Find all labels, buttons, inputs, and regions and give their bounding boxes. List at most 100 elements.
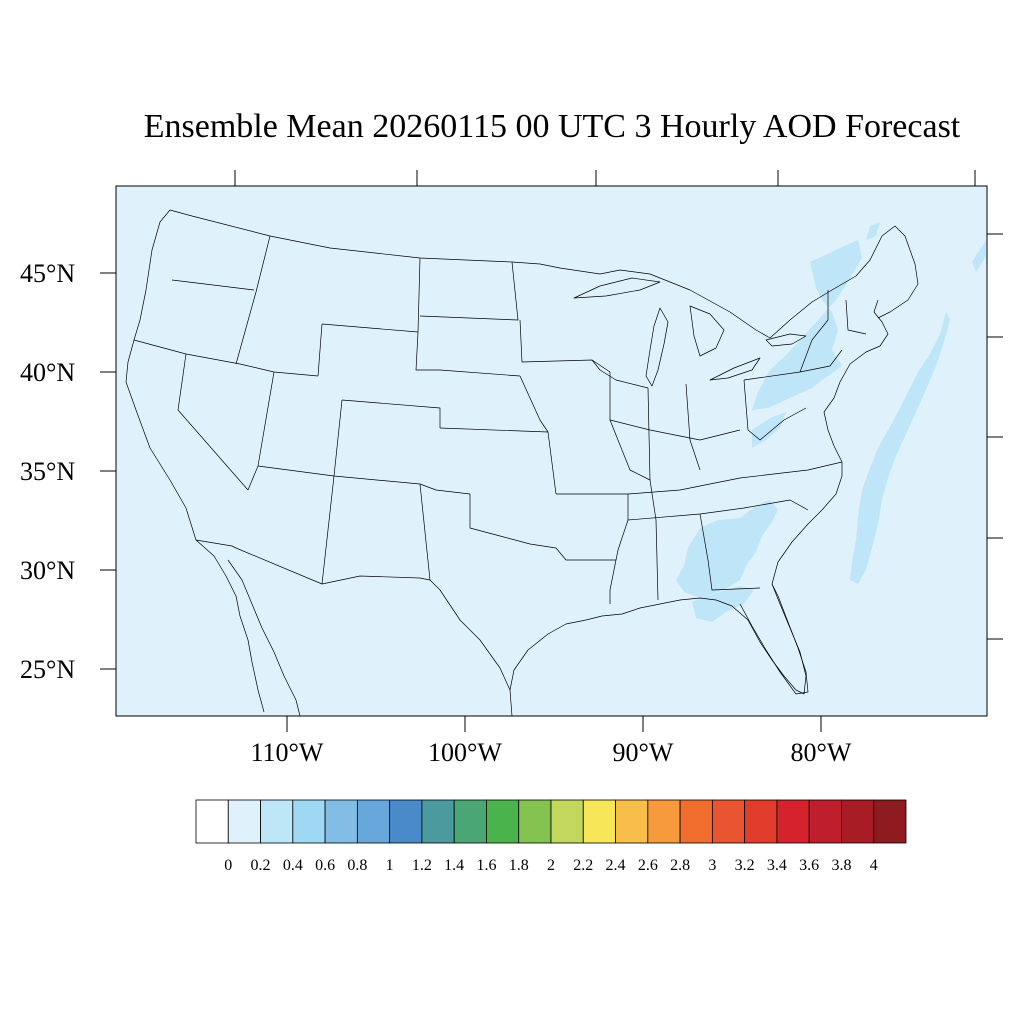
state-line bbox=[743, 349, 843, 381]
lon-label-100w: 100°W bbox=[428, 738, 502, 767]
lat-label-45: 45°N bbox=[20, 259, 75, 288]
lon-label-90w: 90°W bbox=[613, 738, 674, 767]
state-line bbox=[133, 339, 319, 377]
state-line bbox=[799, 290, 829, 373]
lake-huron bbox=[689, 305, 725, 357]
colorbar-tick-label: 3.8 bbox=[831, 857, 851, 874]
colorbar-tick-label: 2.4 bbox=[606, 857, 626, 874]
colorbar-tick-label: 0.6 bbox=[315, 857, 335, 874]
colorbar-tick-label: 2.2 bbox=[573, 857, 593, 874]
plume-maine bbox=[866, 222, 880, 240]
lat-label-40: 40°N bbox=[20, 358, 75, 387]
colorbar-swatch bbox=[356, 799, 391, 844]
east-coast bbox=[771, 299, 889, 585]
colorbar-swatch bbox=[711, 799, 746, 844]
colorbar-tick-label: 3.6 bbox=[799, 857, 819, 874]
colorbar-swatch bbox=[615, 799, 649, 844]
colorbar-swatch bbox=[324, 799, 358, 844]
colorbar-tick-label: 1 bbox=[386, 857, 394, 874]
state-line bbox=[743, 379, 807, 441]
colorbar-tick-label: 2 bbox=[547, 857, 555, 874]
colorbar-tick-label: 3 bbox=[708, 857, 716, 874]
state-line bbox=[415, 331, 521, 377]
state-boundaries bbox=[125, 209, 919, 717]
colorbar-tick-label: 3.2 bbox=[735, 857, 755, 874]
lat-label-30: 30°N bbox=[20, 556, 75, 585]
state-line bbox=[627, 461, 843, 495]
state-line bbox=[519, 375, 549, 433]
colorbar-labels: 0 0.2 0.4 0.6 0.8 1 1.2 1.4 1.6 1.8 2 2.2 2.4 2.6 2.8 3… bbox=[224, 857, 877, 874]
lat-label-25: 25°N bbox=[20, 655, 75, 684]
mexico-gulf-coast bbox=[227, 559, 301, 717]
colorbar-swatch bbox=[453, 799, 487, 844]
state-line bbox=[609, 372, 651, 481]
colorbar-tick-label: 4 bbox=[870, 857, 878, 874]
axis-ticks bbox=[100, 170, 1003, 732]
canada-border bbox=[191, 215, 919, 339]
state-line bbox=[591, 359, 649, 389]
colorbar-swatch bbox=[260, 799, 294, 844]
colorbar-tick-label: 2.6 bbox=[638, 857, 658, 874]
map-title: Ensemble Mean 20260115 00 UTC 3 Hourly A… bbox=[143, 108, 961, 145]
colorbar-swatch bbox=[679, 799, 713, 844]
colorbar-swatch bbox=[873, 799, 907, 844]
lat-label-35: 35°N bbox=[20, 457, 75, 486]
colorbar-swatch bbox=[582, 799, 616, 844]
colorbar-tick-label: 0.2 bbox=[251, 857, 271, 874]
colorbar-swatch bbox=[421, 799, 455, 844]
colorbar-tick-label: 1.2 bbox=[412, 857, 432, 874]
state-line bbox=[627, 499, 809, 521]
state-line bbox=[171, 279, 255, 291]
state-line bbox=[321, 399, 343, 585]
lake-superior bbox=[573, 277, 661, 299]
plume-northeast bbox=[752, 240, 862, 410]
plume-atlantic bbox=[850, 312, 950, 584]
state-line bbox=[177, 353, 249, 491]
map-frame bbox=[115, 185, 988, 717]
lake-ontario bbox=[765, 333, 807, 347]
colorbar-swatch bbox=[486, 799, 520, 844]
lake-erie bbox=[709, 357, 761, 381]
aod-plume-areas bbox=[676, 222, 986, 622]
state-line bbox=[419, 483, 431, 581]
colorbar-tick-label: 3.4 bbox=[767, 857, 787, 874]
gulf-coast bbox=[509, 583, 807, 695]
state-line bbox=[556, 493, 629, 604]
colorbar-tick-label: 1.6 bbox=[476, 857, 496, 874]
colorbar-swatch bbox=[841, 799, 875, 844]
state-line bbox=[845, 299, 867, 335]
colorbar bbox=[195, 799, 907, 844]
colorbar-swatch bbox=[776, 799, 810, 844]
plume-nova-scotia bbox=[972, 240, 986, 272]
plume-virginia bbox=[752, 412, 786, 448]
colorbar-swatch bbox=[518, 799, 552, 844]
colorbar-swatch bbox=[227, 799, 261, 844]
florida bbox=[739, 583, 809, 695]
colorbar-swatch bbox=[292, 799, 326, 844]
state-line bbox=[699, 513, 761, 591]
colorbar-tick-label: 2.8 bbox=[670, 857, 690, 874]
state-line bbox=[519, 319, 611, 373]
colorbar-swatch bbox=[389, 799, 423, 844]
state-line bbox=[419, 483, 567, 561]
state-line bbox=[341, 399, 441, 428]
colorbar-tick-label: 0 bbox=[224, 857, 232, 874]
state-line bbox=[419, 261, 519, 321]
colorbar-swatch bbox=[808, 799, 842, 844]
colorbar-swatch bbox=[647, 799, 681, 844]
plume-southeast bbox=[676, 500, 778, 622]
lon-label-80w: 80°W bbox=[791, 738, 852, 767]
colorbar-swatch bbox=[744, 799, 778, 844]
colorbar-tick-label: 0.8 bbox=[347, 857, 367, 874]
colorbar-tick-label: 0.4 bbox=[283, 857, 303, 874]
state-line bbox=[685, 383, 701, 471]
state-line bbox=[647, 387, 659, 601]
colorbar-swatch bbox=[550, 799, 584, 844]
lon-label-110w: 110°W bbox=[251, 738, 324, 767]
state-line bbox=[609, 419, 741, 441]
state-line bbox=[235, 235, 271, 365]
west-coast bbox=[125, 209, 265, 713]
colorbar-tick-label: 1.8 bbox=[509, 857, 529, 874]
state-line bbox=[317, 323, 323, 377]
